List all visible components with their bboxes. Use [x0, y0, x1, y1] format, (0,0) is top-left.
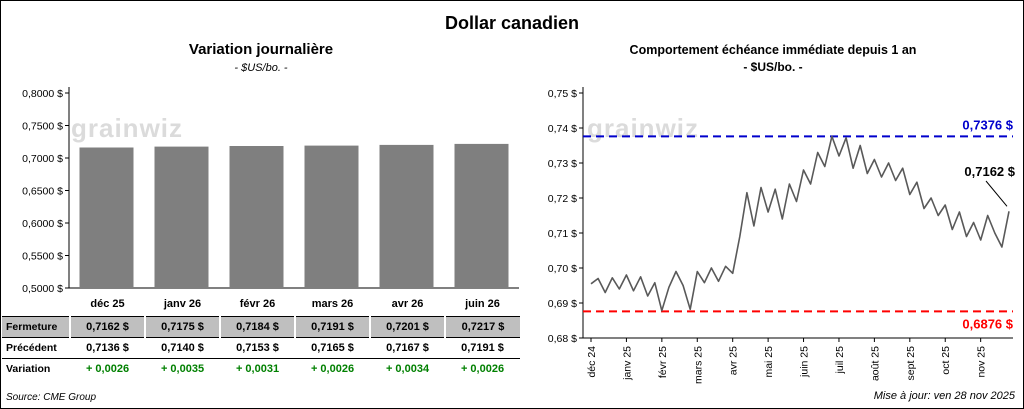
x-tick-label: juil 25 [834, 346, 846, 375]
table-cell: 0,7191 $ [294, 315, 370, 338]
month-header-row: déc 25 janv 26 févr 26 mars 26 avr 26 juin 26 [2, 293, 520, 316]
table-cell: 0,7153 $ [220, 337, 295, 359]
last-price-label: 0,7162 $ [964, 164, 1015, 179]
table-corner [2, 293, 70, 316]
y-tick-label: 0,7000 $ [22, 153, 63, 165]
table-row-variation: Variation + 0,0026 + 0,0035 + 0,0031 + 0,002… [2, 358, 520, 379]
month-header-cell: mars 26 [311, 298, 354, 311]
source-note: Source: CME Group [6, 392, 97, 403]
y-tick-label: 0,72 $ [548, 193, 577, 205]
bar-déc 25 [79, 147, 134, 288]
table-cell: 0,7217 $ [444, 315, 520, 338]
values-table: déc 25 janv 26 févr 26 mars 26 avr 26 juin 26… [2, 293, 520, 379]
y-tick-label: 0,70 $ [548, 263, 577, 275]
right-chart-subtitle: - $US/bo. - [743, 60, 803, 74]
x-tick-label: août 25 [869, 346, 881, 381]
table-cell: + 0,0034 [385, 362, 430, 375]
table-cell: + 0,0031 [235, 362, 280, 375]
x-tick-label: mars 25 [692, 346, 704, 384]
table-cell: 0,7167 $ [370, 337, 445, 359]
month-header-cell: juin 26 [465, 298, 500, 311]
low-52w-label: 0,6876 $ [962, 316, 1013, 331]
update-note: Mise à jour: ven 28 nov 2025 [873, 390, 1015, 402]
x-tick-label: oct 25 [940, 346, 952, 375]
y-tick-label: 0,6000 $ [22, 218, 63, 230]
table-cell: 0,7136 $ [70, 337, 145, 359]
x-tick-label: juin 25 [799, 346, 811, 378]
y-tick-label: 0,69 $ [548, 298, 577, 310]
table-row-precedent: Précédent 0,7136 $0,7140 $0,7153 $0,7165 … [2, 337, 520, 359]
y-tick-label: 0,6500 $ [22, 186, 63, 198]
daily-variation-bar-chart: 0,5000 $ 0,5500 $ 0,6000 $ 0,6500 $ 0,7000 $… [22, 87, 519, 295]
x-tick-label: mai 25 [763, 346, 775, 378]
table-cell: 0,7201 $ [369, 315, 445, 338]
table-cell: 0,7162 $ [69, 315, 145, 338]
bar-avr 26 [379, 144, 434, 288]
y-tick-label: 0,74 $ [548, 123, 577, 135]
x-tick-label: sept 25 [905, 346, 917, 381]
left-chart-subtitle: - $US/bo. - [234, 62, 288, 74]
row-label: Fermeture [2, 315, 70, 338]
month-header-cell: févr 26 [239, 298, 276, 311]
bar-mars 26 [304, 145, 359, 288]
table-cell: 0,7165 $ [295, 337, 370, 359]
table-cell: + 0,0026 [85, 362, 130, 375]
price-series [590, 135, 1010, 312]
grainwiz-watermark: grainwiz [587, 113, 700, 143]
month-header-cell: déc 25 [90, 298, 125, 311]
row-label: Variation [6, 362, 51, 375]
page-title: Dollar canadien [444, 13, 580, 33]
bar-janv 26 [154, 146, 209, 288]
table-row-fermeture: Fermeture 0,7162 $0,7175 $0,7184 $0,7191 … [2, 315, 520, 338]
y-tick-label: 0,75 $ [548, 88, 577, 100]
left-chart-title: Variation journalière [188, 41, 334, 58]
month-header-cell: janv 26 [163, 298, 202, 311]
table-cell: + 0,0026 [310, 362, 355, 375]
last-price-callout [985, 180, 1008, 207]
x-tick-label: avr 25 [728, 346, 740, 375]
bar-févr 26 [229, 146, 284, 288]
grainwiz-watermark: grainwiz [71, 113, 184, 143]
x-tick-label: déc 24 [586, 346, 598, 378]
x-tick-label: nov 25 [976, 346, 988, 378]
y-tick-label: 0,68 $ [548, 333, 577, 345]
table-cell: 0,7140 $ [145, 337, 220, 359]
right-chart-title: Comportement échéance immédiate depuis 1… [629, 43, 917, 57]
one-year-line-chart: 0,68 $ 0,69 $ 0,70 $ 0,71 $ 0,72 $ 0,73 $ 0,74… [548, 87, 1016, 384]
y-tick-label: 0,71 $ [548, 228, 577, 240]
y-tick-label: 0,8000 $ [22, 88, 63, 100]
table-cell: 0,7191 $ [445, 337, 520, 359]
month-header-cell: avr 26 [391, 298, 424, 311]
y-tick-label: 0,73 $ [548, 158, 577, 170]
y-tick-label: 0,5500 $ [22, 251, 63, 263]
x-tick-label: févr 25 [657, 346, 669, 378]
table-cell: 0,7175 $ [144, 315, 220, 338]
high-52w-label: 0,7376 $ [962, 117, 1013, 132]
x-tick-label: janv 25 [621, 346, 633, 381]
y-tick-label: 0,7500 $ [22, 121, 63, 133]
table-cell: + 0,0035 [160, 362, 205, 375]
y-tick-label: 0,5000 $ [22, 283, 63, 295]
table-cell: + 0,0026 [460, 362, 505, 375]
bar-juin 26 [454, 143, 509, 288]
table-cell: 0,7184 $ [219, 315, 295, 338]
row-label: Précédent [2, 337, 70, 359]
